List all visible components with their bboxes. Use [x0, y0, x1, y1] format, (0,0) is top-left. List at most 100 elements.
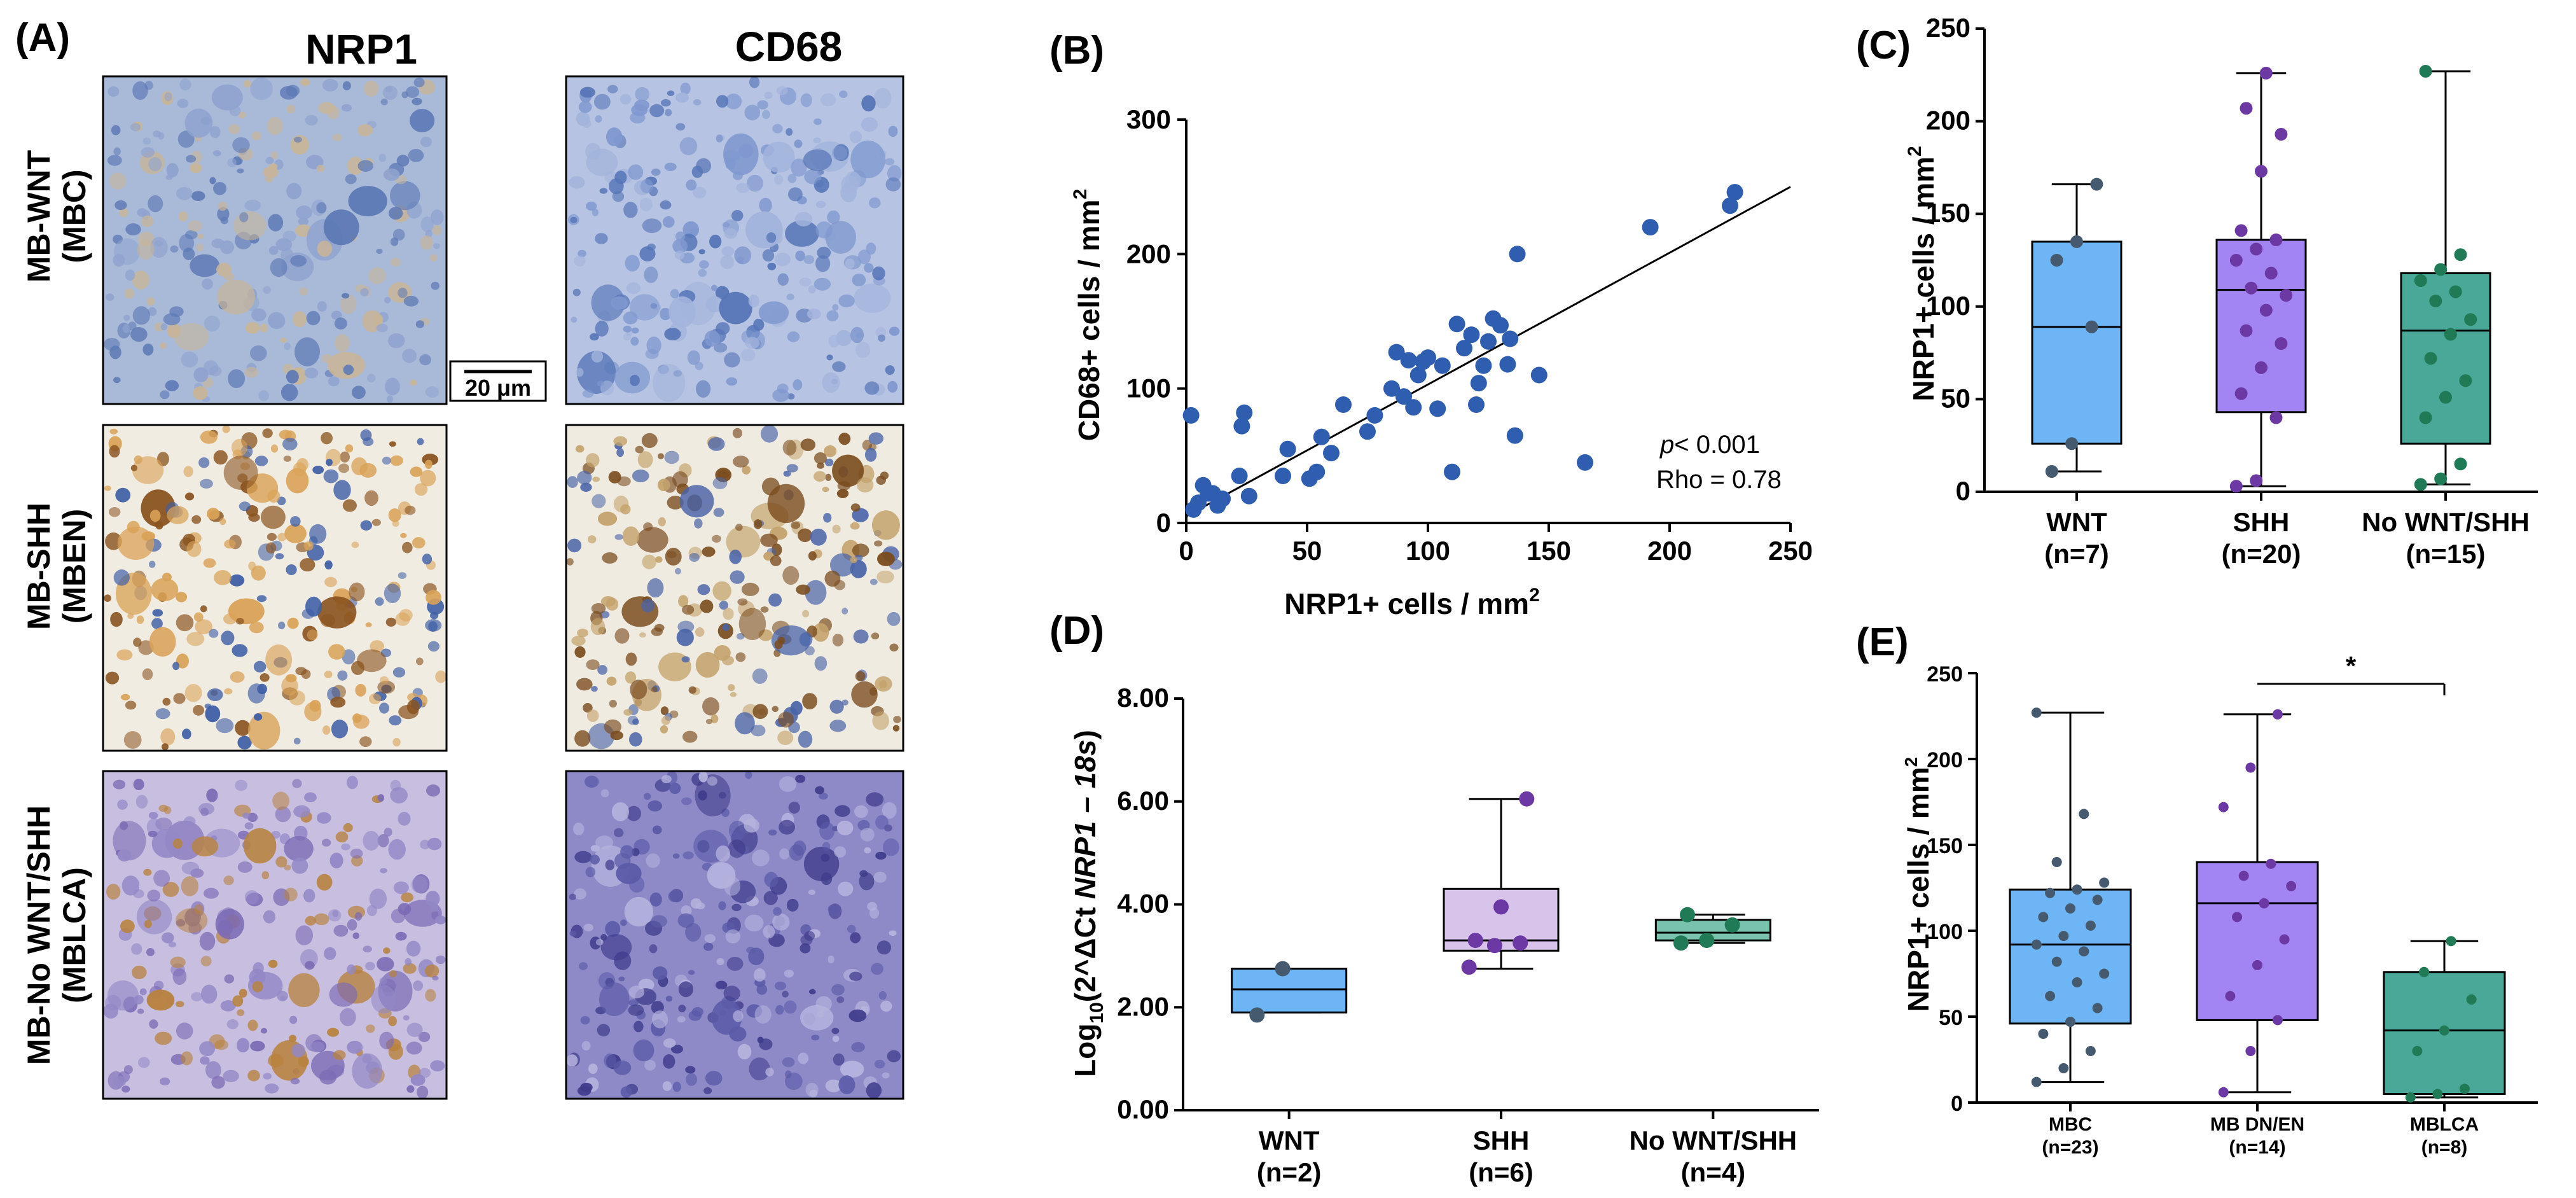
cell: [876, 570, 894, 583]
cell: [299, 287, 308, 296]
chartE-point: [2245, 1046, 2256, 1056]
chartE-point: [2266, 858, 2276, 869]
cell: [398, 288, 408, 298]
cell: [611, 296, 628, 310]
chart-b-point: [1388, 344, 1405, 361]
cell: [569, 176, 585, 189]
cell: [696, 902, 705, 910]
cell: [284, 888, 298, 902]
cell: [342, 499, 357, 512]
cell: [649, 104, 665, 118]
cell: [287, 617, 299, 629]
cell: [224, 539, 236, 549]
cell: [347, 157, 364, 175]
cell: [188, 220, 202, 232]
chart-b-point: [1444, 463, 1460, 480]
chartE-category-label: MBLCA: [2410, 1114, 2479, 1135]
cell: [794, 139, 803, 148]
cell: [376, 323, 388, 333]
cell: [651, 168, 661, 176]
cell: [328, 644, 345, 660]
cell: [107, 86, 120, 97]
cell: [130, 327, 148, 342]
chart-b-point: [1405, 399, 1422, 416]
cell: [681, 905, 692, 916]
cell: [177, 130, 195, 148]
cell: [586, 659, 600, 670]
cell: [786, 128, 793, 136]
chart-d-y-axis-title-end: ): [1069, 730, 1102, 739]
cell: [293, 311, 307, 328]
cell: [623, 311, 638, 324]
cell: [181, 1051, 193, 1066]
cell: [804, 169, 822, 185]
cell: [814, 452, 827, 464]
cell: [280, 337, 287, 343]
cell: [665, 547, 682, 566]
chartE-y-tick-label: 250: [1927, 662, 1963, 686]
cell: [385, 86, 392, 93]
cell: [821, 872, 833, 886]
cell: [810, 528, 827, 546]
cell: [115, 487, 131, 503]
cell: [723, 608, 734, 620]
cell: [721, 246, 735, 256]
chartE-significance-label: *: [2346, 651, 2357, 681]
cell: [877, 552, 895, 566]
chartE-point: [2232, 912, 2243, 923]
cell: [213, 182, 227, 195]
chart-c-y-axis-title: NRP1+ cells / mm2: [1904, 146, 1940, 401]
cell: [130, 123, 141, 132]
cell: [130, 464, 137, 471]
cell: [748, 295, 759, 308]
cell: [196, 243, 204, 252]
cell: [876, 475, 886, 485]
cell: [873, 88, 892, 109]
cell: [220, 240, 234, 254]
cell: [830, 553, 855, 577]
chartE-point: [2218, 802, 2229, 812]
micrograph-frame: [102, 770, 448, 1100]
chartD-box: [1231, 968, 1348, 1013]
cell: [723, 623, 730, 631]
cell: [590, 854, 600, 865]
cell: [286, 370, 299, 384]
cell: [864, 381, 880, 395]
cell: [662, 1081, 672, 1091]
cell: [263, 910, 276, 924]
cell: [711, 999, 742, 1035]
chartC-box: [2031, 240, 2122, 445]
cell: [852, 543, 869, 557]
cell: [789, 844, 804, 861]
cell: [825, 1079, 842, 1092]
chart-b-x-tick-label: 100: [1406, 536, 1450, 566]
cell: [831, 1027, 840, 1034]
cell: [357, 160, 374, 172]
cell: [213, 150, 221, 157]
cell: [268, 314, 286, 330]
scatter-chart-b: CD68+ cells / mm2 NRP1+ cells / mm2 p< 0…: [1070, 104, 1813, 620]
chartE-point: [2045, 991, 2056, 1001]
cell: [686, 179, 697, 191]
chart-b-point: [1642, 219, 1659, 236]
cell: [335, 334, 350, 352]
cell: [298, 1056, 309, 1067]
cell: [202, 278, 213, 290]
cell: [567, 476, 578, 488]
panel-a-letter: (A): [15, 16, 70, 60]
cell: [623, 202, 638, 218]
cell: [855, 342, 871, 358]
cell: [651, 627, 663, 636]
cell: [251, 308, 267, 322]
chartE-point: [2058, 931, 2069, 942]
micrograph-shh-nrp1: [102, 424, 448, 752]
cell: [209, 177, 216, 185]
cell: [108, 507, 121, 517]
cell: [172, 968, 187, 985]
cell: [175, 1001, 184, 1008]
cell: [160, 728, 176, 746]
cell: [290, 1078, 300, 1085]
cell: [309, 700, 321, 712]
cell: [814, 277, 831, 291]
cell: [716, 845, 730, 862]
